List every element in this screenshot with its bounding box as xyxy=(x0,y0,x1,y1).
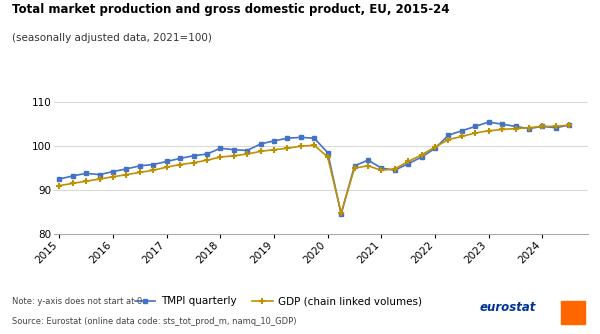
GDP (chain linked volumes) xyxy=(539,124,546,128)
GDP (chain linked volumes) xyxy=(176,163,184,167)
TMPI quarterly xyxy=(539,124,546,128)
TMPI quarterly xyxy=(512,124,519,128)
TMPI quarterly xyxy=(364,158,371,162)
Text: Total market production and gross domestic product, EU, 2015-24: Total market production and gross domest… xyxy=(12,3,449,16)
TMPI quarterly xyxy=(485,120,493,124)
GDP (chain linked volumes) xyxy=(512,127,519,131)
GDP (chain linked volumes) xyxy=(190,161,197,165)
TMPI quarterly xyxy=(203,152,211,156)
GDP (chain linked volumes) xyxy=(109,175,116,179)
TMPI quarterly xyxy=(566,123,573,127)
GDP (chain linked volumes) xyxy=(324,155,331,159)
TMPI quarterly xyxy=(136,164,143,168)
TMPI quarterly xyxy=(69,174,76,178)
Text: eurostat: eurostat xyxy=(480,301,536,314)
Legend: TMPI quarterly, GDP (chain linked volumes): TMPI quarterly, GDP (chain linked volume… xyxy=(130,292,426,311)
TMPI quarterly xyxy=(149,163,157,167)
TMPI quarterly xyxy=(445,133,452,137)
TMPI quarterly xyxy=(418,155,425,159)
TMPI quarterly xyxy=(257,142,264,146)
GDP (chain linked volumes) xyxy=(203,158,211,162)
GDP (chain linked volumes) xyxy=(83,179,90,183)
GDP (chain linked volumes) xyxy=(485,129,493,133)
GDP (chain linked volumes) xyxy=(217,155,224,159)
GDP (chain linked volumes) xyxy=(230,154,238,158)
TMPI quarterly xyxy=(109,170,116,174)
TMPI quarterly xyxy=(217,146,224,150)
GDP (chain linked volumes) xyxy=(163,165,170,169)
GDP (chain linked volumes) xyxy=(96,177,103,181)
GDP (chain linked volumes) xyxy=(69,181,76,185)
TMPI quarterly xyxy=(378,166,385,170)
GDP (chain linked volumes) xyxy=(526,126,533,130)
TMPI quarterly xyxy=(552,126,559,130)
GDP (chain linked volumes) xyxy=(244,152,251,156)
Text: (seasonally adjusted data, 2021=100): (seasonally adjusted data, 2021=100) xyxy=(12,33,212,43)
TMPI quarterly xyxy=(297,135,304,139)
TMPI quarterly xyxy=(404,162,412,166)
GDP (chain linked volumes) xyxy=(445,138,452,142)
TMPI quarterly xyxy=(176,156,184,160)
GDP (chain linked volumes) xyxy=(311,143,318,147)
GDP (chain linked volumes) xyxy=(257,149,264,153)
TMPI quarterly xyxy=(311,136,318,140)
Line: TMPI quarterly: TMPI quarterly xyxy=(57,120,572,216)
TMPI quarterly xyxy=(324,151,331,155)
GDP (chain linked volumes) xyxy=(338,211,345,215)
TMPI quarterly xyxy=(190,154,197,158)
TMPI quarterly xyxy=(338,212,345,216)
GDP (chain linked volumes) xyxy=(284,146,291,150)
TMPI quarterly xyxy=(458,129,466,133)
GDP (chain linked volumes) xyxy=(297,144,304,148)
TMPI quarterly xyxy=(96,173,103,177)
GDP (chain linked volumes) xyxy=(552,124,559,128)
GDP (chain linked volumes) xyxy=(378,168,385,172)
GDP (chain linked volumes) xyxy=(271,148,278,152)
TMPI quarterly xyxy=(163,159,170,163)
GDP (chain linked volumes) xyxy=(404,159,412,163)
GDP (chain linked volumes) xyxy=(123,173,130,177)
TMPI quarterly xyxy=(271,139,278,143)
TMPI quarterly xyxy=(83,171,90,175)
TMPI quarterly xyxy=(244,149,251,153)
TMPI quarterly xyxy=(499,122,506,126)
GDP (chain linked volumes) xyxy=(56,184,63,188)
TMPI quarterly xyxy=(56,177,63,181)
GDP (chain linked volumes) xyxy=(364,164,371,168)
GDP (chain linked volumes) xyxy=(458,135,466,139)
GDP (chain linked volumes) xyxy=(431,145,439,149)
GDP (chain linked volumes) xyxy=(472,131,479,135)
TMPI quarterly xyxy=(230,148,238,152)
GDP (chain linked volumes) xyxy=(149,168,157,172)
TMPI quarterly xyxy=(123,167,130,171)
TMPI quarterly xyxy=(431,146,439,150)
TMPI quarterly xyxy=(351,164,358,168)
GDP (chain linked volumes) xyxy=(351,166,358,170)
GDP (chain linked volumes) xyxy=(499,128,506,132)
TMPI quarterly xyxy=(391,168,398,172)
Line: GDP (chain linked volumes): GDP (chain linked volumes) xyxy=(56,122,572,216)
TMPI quarterly xyxy=(472,124,479,128)
GDP (chain linked volumes) xyxy=(136,170,143,174)
Text: Source: Eurostat (online data code: sts_tot_prod_m, namq_10_GDP): Source: Eurostat (online data code: sts_… xyxy=(12,317,296,326)
TMPI quarterly xyxy=(284,136,291,140)
GDP (chain linked volumes) xyxy=(566,123,573,127)
Text: Note: y-axis does not start at 0: Note: y-axis does not start at 0 xyxy=(12,297,142,306)
GDP (chain linked volumes) xyxy=(418,153,425,157)
TMPI quarterly xyxy=(526,127,533,131)
GDP (chain linked volumes) xyxy=(391,167,398,171)
